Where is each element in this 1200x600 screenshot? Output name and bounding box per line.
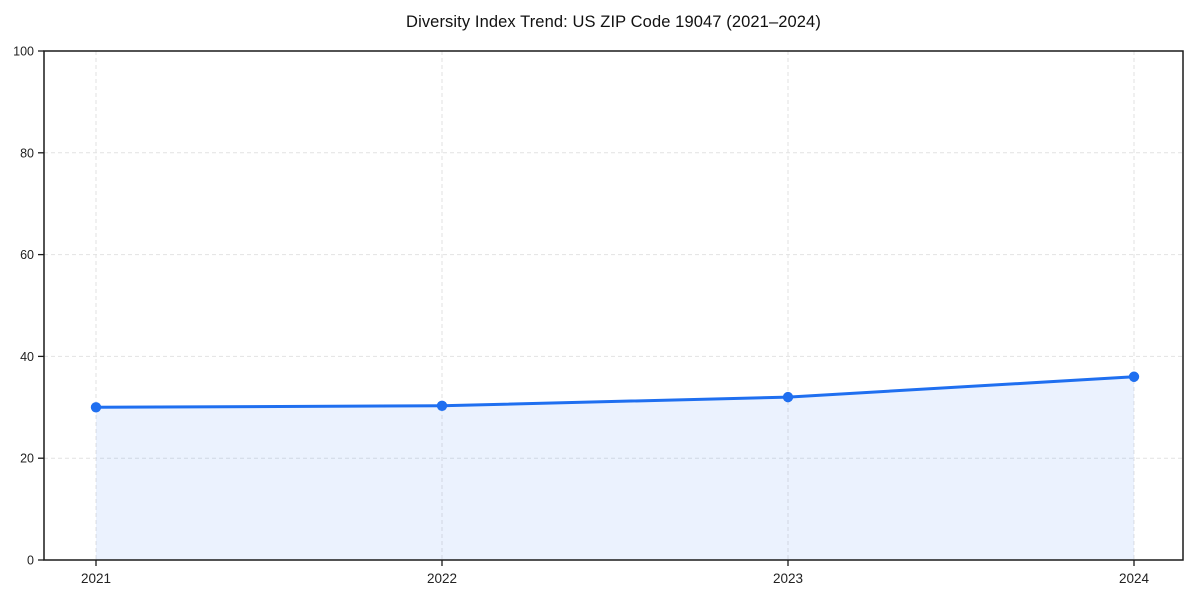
y-axis-tick-label: 80 [20, 146, 34, 160]
data-point-marker [436, 400, 448, 411]
x-axis-tick-label: 2022 [427, 571, 457, 586]
y-axis-tick-label: 0 [27, 554, 34, 568]
y-axis-tick-label: 100 [13, 45, 34, 59]
data-point-marker [1128, 371, 1140, 382]
y-axis-tick-label: 20 [20, 452, 34, 466]
trend-line [94, 375, 1136, 409]
y-axis-tick-label: 60 [20, 248, 34, 262]
x-axis-tick-label: 2024 [1119, 571, 1150, 586]
x-axis-tick-label: 2021 [81, 571, 111, 586]
data-point-marker [782, 391, 794, 403]
chart-title: Diversity Index Trend: US ZIP Code 19047… [406, 13, 821, 31]
y-axis-tick-label: 40 [20, 350, 34, 364]
x-axis-tick-label: 2023 [773, 571, 803, 586]
data-point-marker [90, 402, 102, 413]
axis-spine-box [43, 50, 1184, 561]
area-fill [96, 376, 1134, 560]
